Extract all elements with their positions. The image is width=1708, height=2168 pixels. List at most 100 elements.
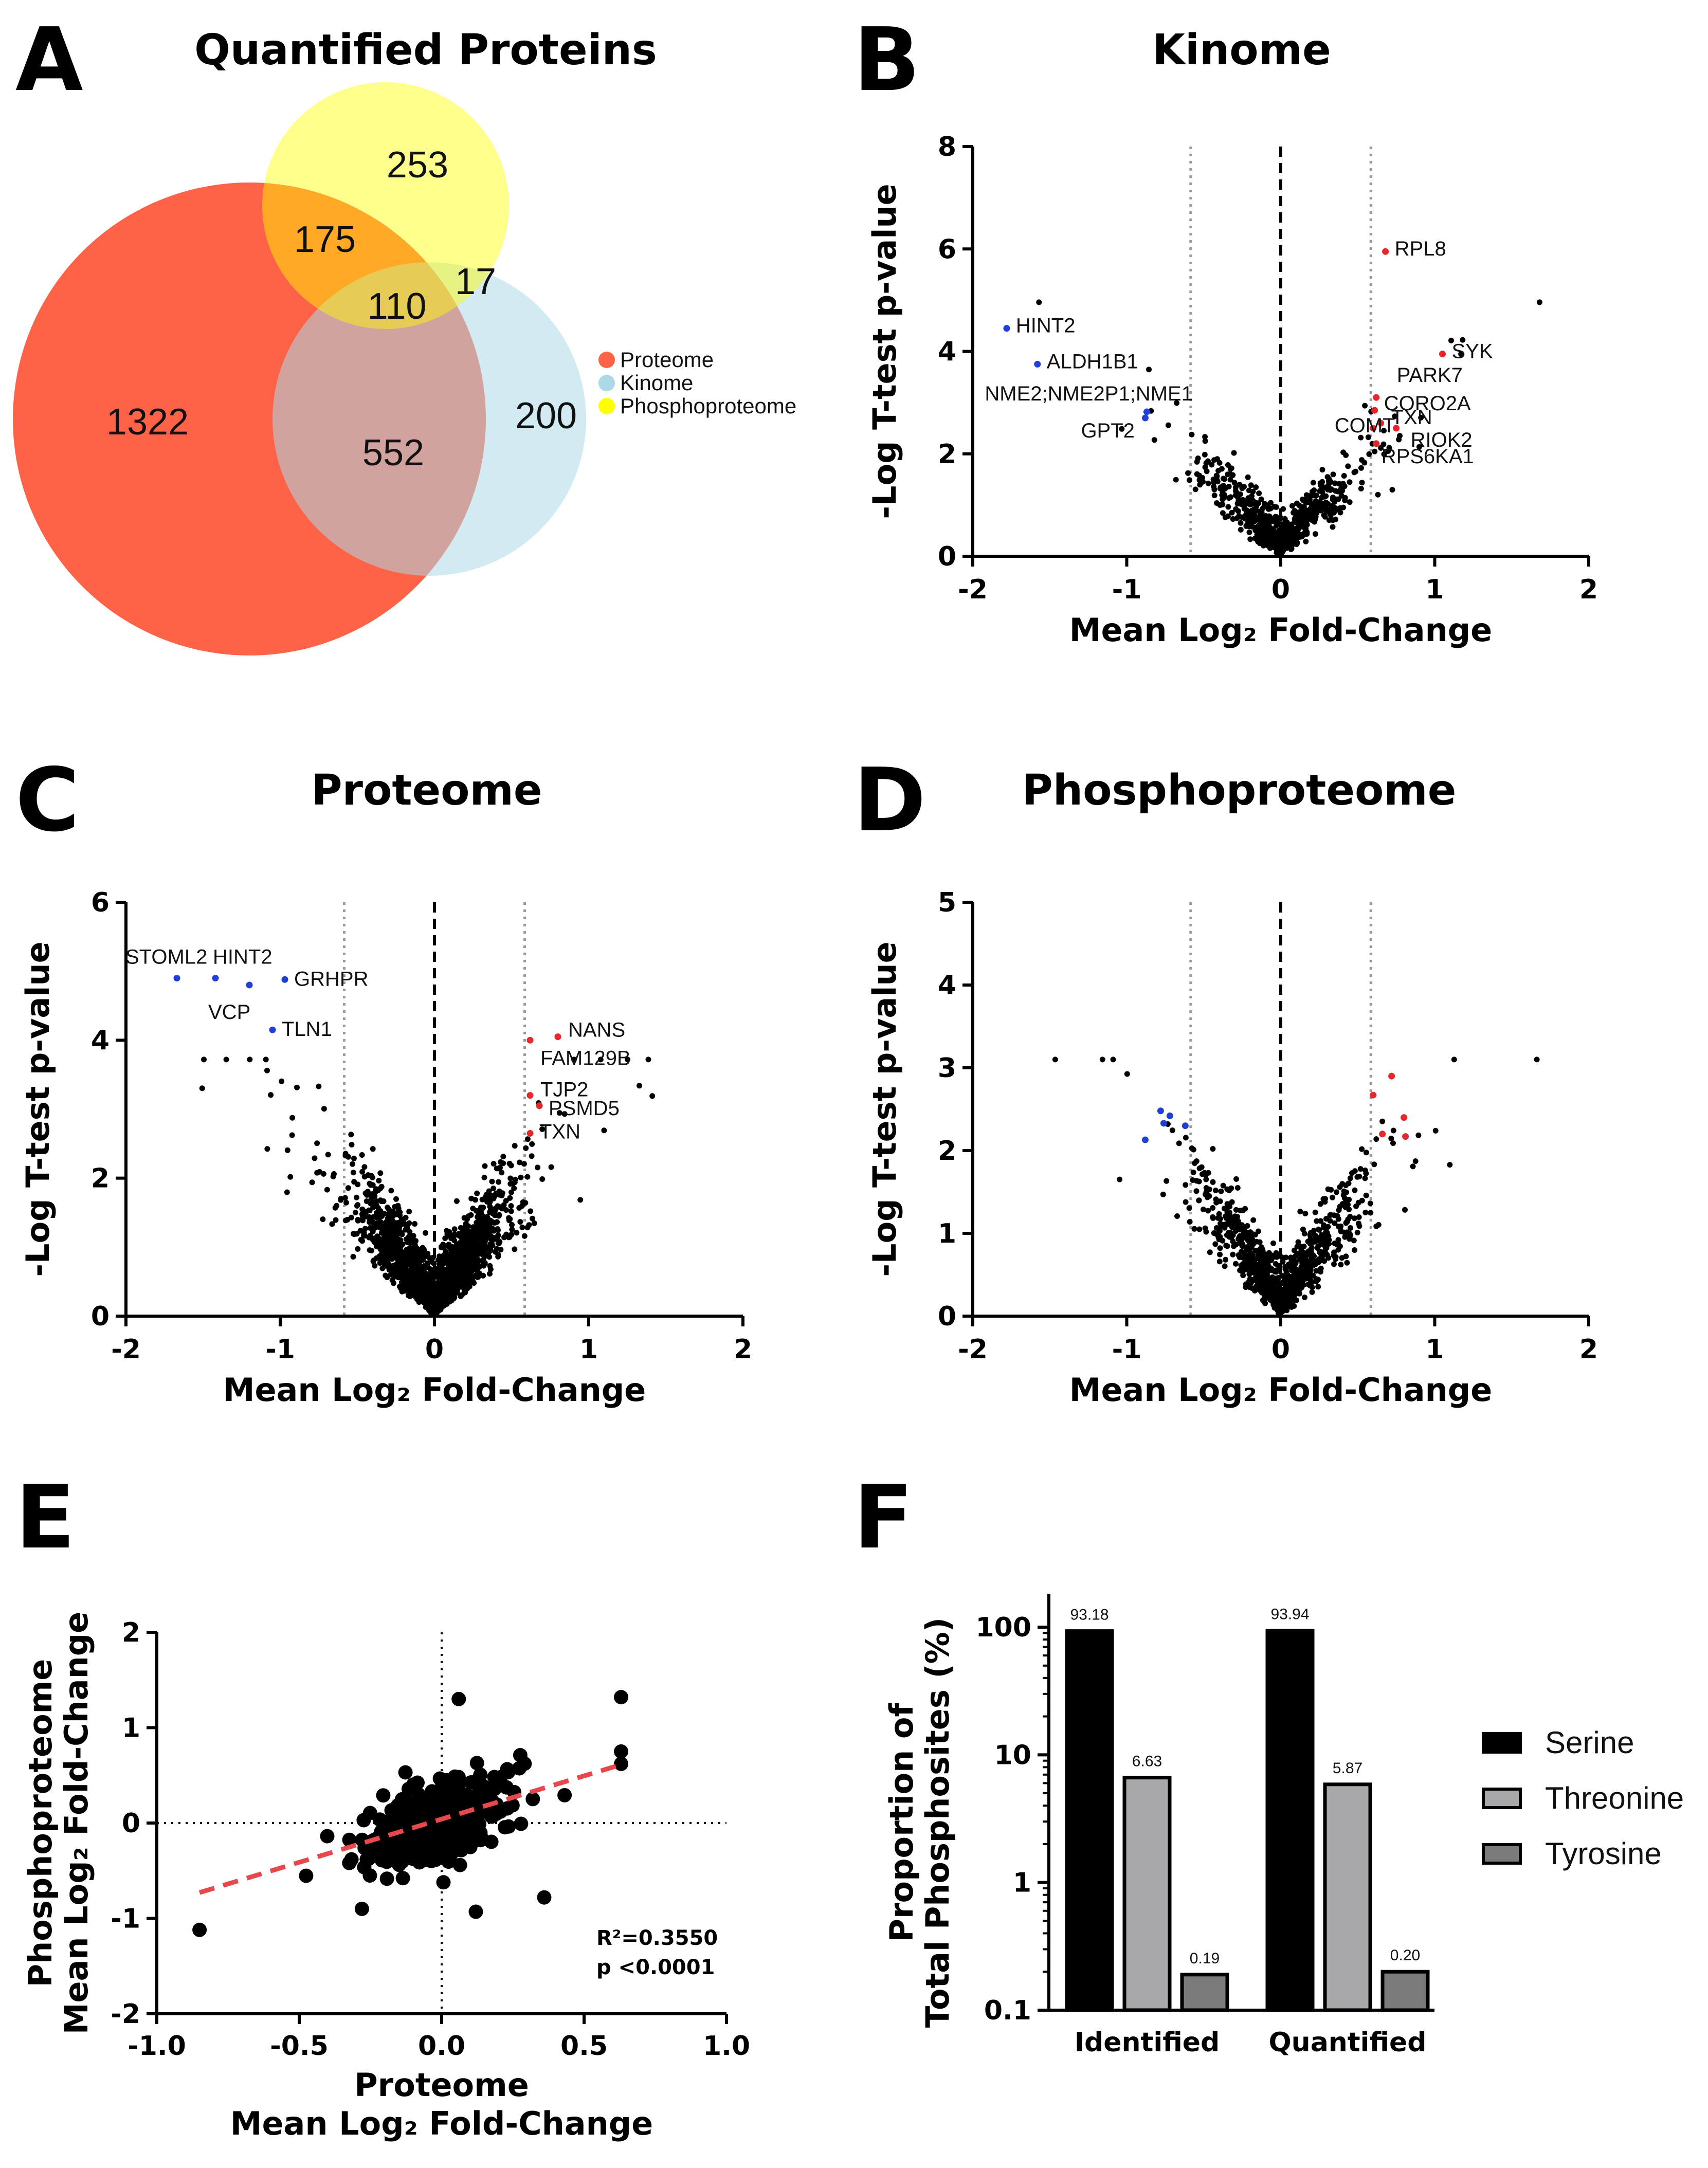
data-point <box>294 1084 300 1090</box>
data-point <box>1331 1252 1337 1259</box>
gene-label: PSMD5 <box>549 1097 620 1120</box>
legend-label-threonine: Threonine <box>1545 1781 1684 1815</box>
y-axis-label: -Log T-test p-value <box>19 941 57 1277</box>
data-point <box>1225 462 1231 468</box>
data-point <box>1234 515 1240 521</box>
data-point <box>407 1272 413 1279</box>
data-point <box>1416 444 1422 450</box>
data-point <box>289 1132 295 1138</box>
data-point <box>488 1192 495 1198</box>
gene-label: RPS6KA1 <box>1382 445 1474 468</box>
data-point <box>597 1056 604 1063</box>
data-point <box>1257 1271 1263 1277</box>
data-point <box>530 1215 535 1222</box>
data-point <box>484 1834 499 1849</box>
legend-label-kinome: Kinome <box>620 371 693 395</box>
data-point <box>519 1224 525 1230</box>
data-point <box>406 1209 412 1215</box>
data-point <box>513 1748 528 1762</box>
venn-circle-phosphoproteome <box>262 82 509 329</box>
gene-label: GRHPR <box>294 968 368 990</box>
data-point <box>1447 1162 1453 1168</box>
data-point <box>1110 1056 1116 1063</box>
data-point <box>1332 1220 1338 1226</box>
data-point <box>1304 1265 1310 1271</box>
data-point <box>1298 1277 1304 1283</box>
data-point <box>1244 1229 1250 1235</box>
data-point <box>1238 520 1244 526</box>
y-tick-label: 1 <box>1013 1868 1031 1899</box>
data-point <box>1238 526 1244 533</box>
upregulated-point <box>1388 1072 1395 1080</box>
data-point <box>424 1791 439 1806</box>
data-point <box>1202 451 1208 458</box>
data-point <box>1274 1277 1280 1283</box>
data-point <box>1257 1239 1263 1245</box>
data-point <box>384 1241 390 1247</box>
data-point <box>441 1252 447 1259</box>
data-point <box>359 1169 366 1175</box>
data-point <box>1253 508 1260 514</box>
data-point <box>1319 467 1325 473</box>
data-point <box>1410 1163 1416 1170</box>
downregulated-point <box>1141 414 1149 422</box>
data-point <box>1217 1245 1223 1251</box>
data-point <box>1285 524 1291 531</box>
data-point <box>523 1145 529 1151</box>
data-point <box>1365 434 1371 440</box>
data-point <box>1239 1236 1245 1242</box>
data-point <box>342 1195 348 1201</box>
data-point <box>321 1106 327 1112</box>
data-point <box>389 1240 395 1246</box>
y-tick-label: -2 <box>111 1999 140 2030</box>
data-point <box>1358 465 1364 471</box>
data-point <box>480 1257 486 1263</box>
data-point <box>1237 1254 1243 1260</box>
data-point <box>441 1829 456 1844</box>
data-point <box>1258 1281 1264 1287</box>
stat-r2: R²=0.3550 <box>596 1926 718 1950</box>
data-point <box>1277 537 1283 543</box>
data-point <box>1292 518 1298 524</box>
data-point <box>1234 1185 1241 1191</box>
data-point <box>1212 1188 1219 1193</box>
outlier-point <box>537 1890 552 1905</box>
outlier-point <box>192 1922 207 1937</box>
data-point <box>1273 504 1279 510</box>
data-point <box>1250 1217 1257 1223</box>
data-point <box>419 1265 425 1271</box>
data-point <box>389 1218 395 1225</box>
data-point <box>506 1234 512 1241</box>
data-point <box>1386 445 1392 451</box>
upregulated-point <box>1370 425 1377 432</box>
venn-count-proteome-only: 1322 <box>106 402 189 443</box>
data-point <box>1200 1207 1206 1212</box>
upregulated-point <box>526 1092 534 1099</box>
data-point <box>1229 1199 1235 1205</box>
data-point <box>1207 1249 1213 1255</box>
data-point <box>1240 1207 1246 1213</box>
data-point <box>535 1164 541 1171</box>
data-point <box>1243 523 1249 529</box>
data-point <box>349 1142 355 1147</box>
data-point <box>473 1825 488 1840</box>
data-point <box>457 1231 463 1237</box>
background-points <box>1052 1056 1540 1317</box>
data-point <box>407 1293 413 1299</box>
data-point <box>412 1278 419 1284</box>
data-point <box>1294 511 1300 517</box>
data-point <box>1174 400 1179 406</box>
data-point <box>1313 500 1319 506</box>
panel-d-letter: D <box>853 750 926 851</box>
data-point <box>1198 1164 1205 1170</box>
data-point <box>470 1206 476 1212</box>
x-tick-label: 1 <box>1425 1334 1444 1365</box>
data-point <box>429 1831 444 1846</box>
data-point <box>445 1282 451 1288</box>
x-tick-label: 1 <box>579 1334 598 1365</box>
data-point <box>406 1285 412 1291</box>
data-point <box>486 1188 492 1194</box>
x-tick-label: 2 <box>1579 574 1598 605</box>
